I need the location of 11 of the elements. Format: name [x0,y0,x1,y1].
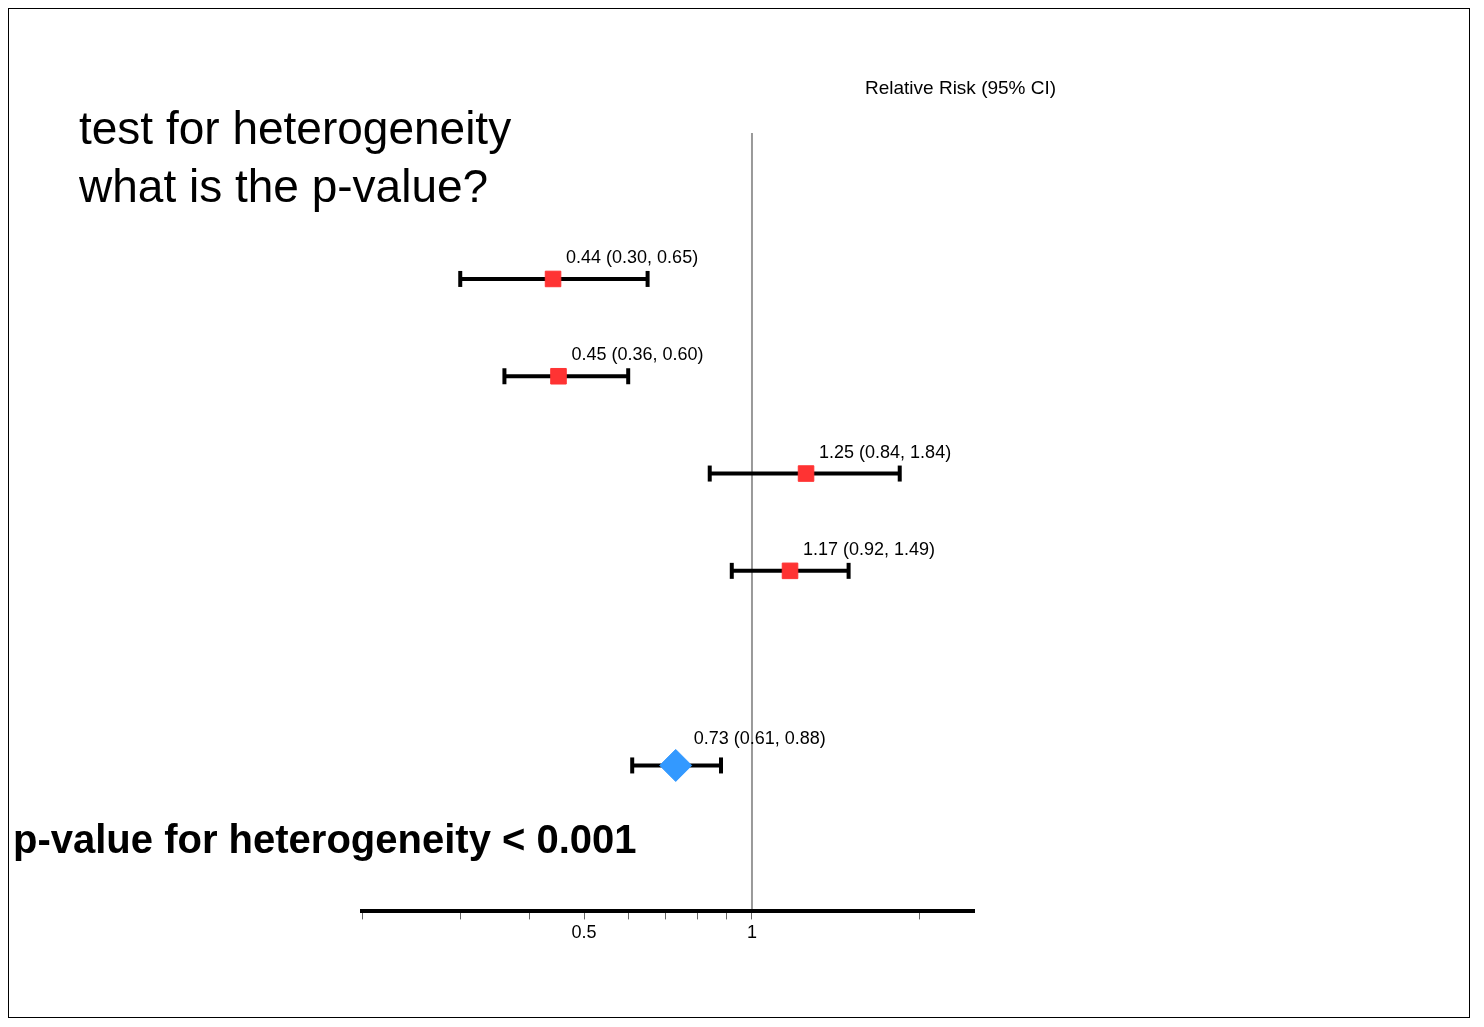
annotation: p-value for heterogeneity < 0.001 [13,817,637,862]
data-label: 1.17 (0.92, 1.49) [803,538,936,559]
data-label: 0.73 (0.61, 0.88) [693,728,826,749]
x-tick-label: 1 [746,922,757,943]
data-label: 1.25 (0.84, 1.84) [819,441,952,462]
text: Relative Risk (95% CI) [865,77,1057,99]
x-tick-label: 0.5 [571,922,597,943]
data-label: 0.44 (0.30, 0.65) [566,246,699,267]
chart-title: test for heterogeneity [79,101,512,156]
text: what is the p-value? [79,159,490,214]
data-label: 0.45 (0.36, 0.60) [571,344,704,365]
